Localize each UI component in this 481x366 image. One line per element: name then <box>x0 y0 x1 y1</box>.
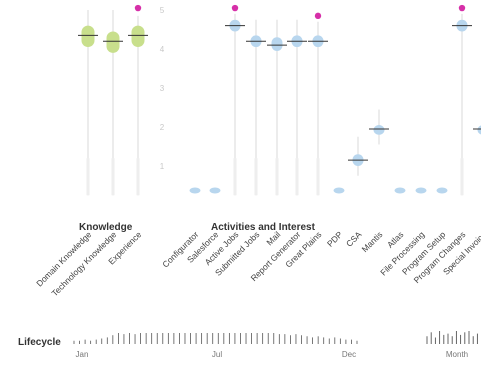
lifecycle-label: Lifecycle <box>18 337 61 348</box>
outlier-point <box>459 5 465 11</box>
lifecycle-x-label: Dec <box>342 350 356 359</box>
y-tick-label: 1 <box>160 162 165 171</box>
box <box>395 187 406 193</box>
group-title: Knowledge <box>79 222 133 233</box>
box <box>82 26 95 47</box>
y-tick-label: 2 <box>160 123 165 132</box>
lifecycle-x-label: Jul <box>212 350 222 359</box>
box <box>437 187 448 193</box>
skill-distribution: Domain Knowledge <box>34 10 98 289</box>
box <box>478 125 481 135</box>
box <box>272 37 283 51</box>
group-title: Activities and Interest <box>211 222 316 233</box>
y-tick-label: 4 <box>160 45 165 54</box>
skill-distribution: Mail <box>264 20 287 248</box>
skill-distribution: Submitted Jobs <box>213 20 266 278</box>
outlier-point <box>135 5 141 11</box>
box <box>416 187 427 193</box>
skill-distribution: CSA <box>344 137 368 249</box>
y-tick-label: 3 <box>160 84 165 93</box>
skill-distribution: Atlas <box>385 187 406 249</box>
box <box>190 187 201 193</box>
skill-label: PDP <box>325 229 345 249</box>
box <box>334 187 345 193</box>
outlier-point <box>232 5 238 11</box>
skill-distribution: PDP <box>325 187 345 248</box>
skill-distribution: Program Setup <box>400 187 448 276</box>
box <box>210 187 221 193</box>
box <box>374 125 385 135</box>
outlier-point <box>315 13 321 19</box>
skill-label: Mantis <box>360 229 385 254</box>
skill-distribution: Report Generator <box>249 20 307 283</box>
y-tick-label: 5 <box>160 6 165 15</box>
box <box>132 26 145 47</box>
lifecycle-x-label: Jan <box>76 350 89 359</box>
box <box>107 31 120 52</box>
month-x-label: Month <box>446 350 468 359</box>
skill-distribution: Mantis <box>360 109 389 254</box>
skill-distribution: Program Changes <box>412 5 472 285</box>
